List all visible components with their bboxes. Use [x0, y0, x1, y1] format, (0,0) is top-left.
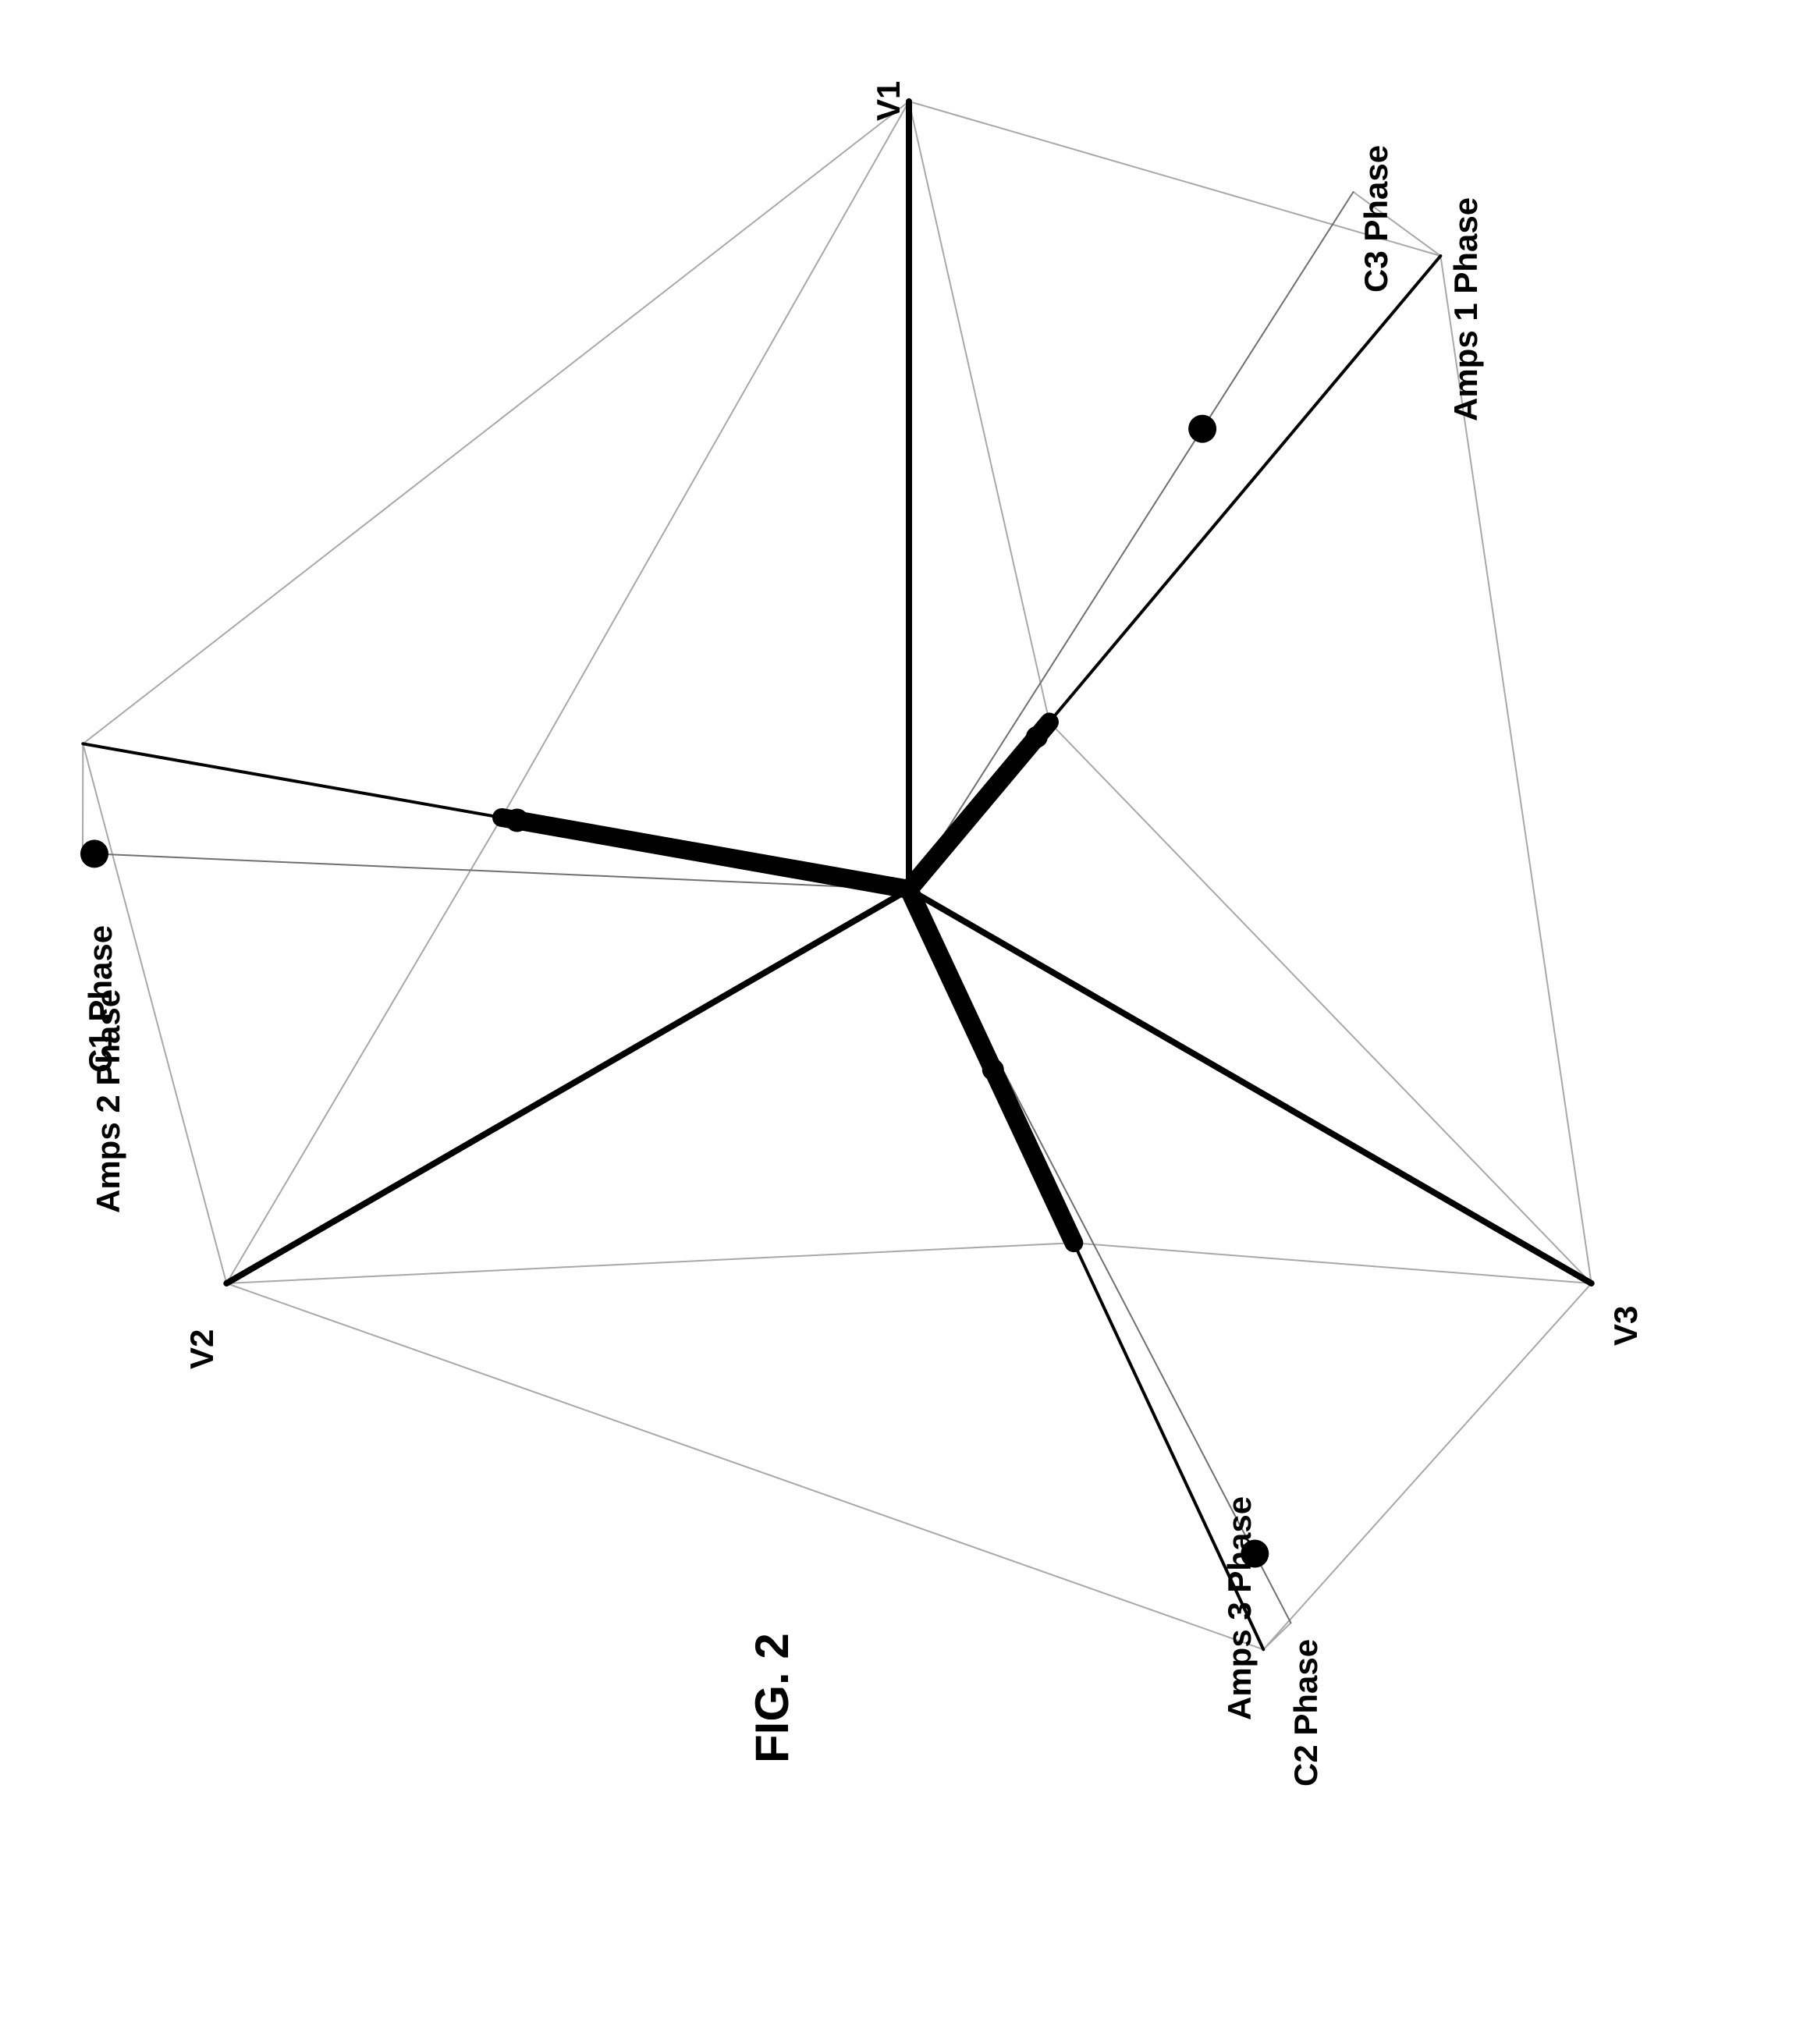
label-amps1: Amps 1 Phase — [1447, 197, 1485, 421]
label-v1: V1 — [870, 81, 907, 121]
label-c3: C3 Phase — [1358, 145, 1395, 293]
phasor-diagram: V1 V2 V3 Amps 1 Phase Amps 2 Phase Amps … — [0, 0, 1814, 2044]
label-v2: V2 — [183, 1329, 221, 1369]
figure-title: FIG. 2 — [745, 1633, 799, 1763]
label-amps3: Amps 3 Phase — [1221, 1496, 1258, 1720]
label-c2: C2 Phase — [1287, 1639, 1325, 1787]
label-c1: C1 Phase — [82, 925, 119, 1073]
diagram-svg — [0, 0, 1814, 2044]
label-v3: V3 — [1607, 1306, 1645, 1346]
